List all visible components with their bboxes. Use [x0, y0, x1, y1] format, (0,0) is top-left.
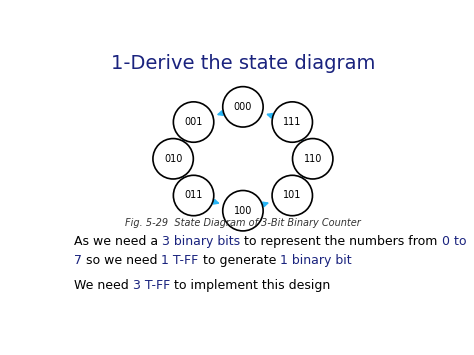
Text: 1 T-FF: 1 T-FF	[162, 255, 199, 267]
Text: to generate: to generate	[199, 255, 280, 267]
Ellipse shape	[292, 138, 333, 179]
Text: 1 binary bit: 1 binary bit	[280, 255, 352, 267]
Text: 001: 001	[184, 117, 203, 127]
Text: 7: 7	[74, 255, 82, 267]
Text: 011: 011	[184, 191, 203, 201]
Ellipse shape	[223, 87, 263, 127]
Ellipse shape	[272, 102, 312, 142]
Text: 010: 010	[164, 154, 182, 164]
Ellipse shape	[153, 138, 193, 179]
Ellipse shape	[173, 175, 214, 216]
Ellipse shape	[173, 102, 214, 142]
Ellipse shape	[223, 191, 263, 231]
Text: to implement this design: to implement this design	[170, 279, 330, 292]
Text: 111: 111	[283, 117, 301, 127]
Text: 3 binary bits: 3 binary bits	[162, 235, 240, 248]
Text: Fig. 5-29  State Diagram of 3-Bit Binary Counter: Fig. 5-29 State Diagram of 3-Bit Binary …	[125, 218, 361, 228]
Text: 3 T-FF: 3 T-FF	[133, 279, 170, 292]
Text: 1-Derive the state diagram: 1-Derive the state diagram	[111, 54, 375, 72]
Ellipse shape	[272, 175, 312, 216]
Text: We need: We need	[74, 279, 133, 292]
Text: 0 to: 0 to	[442, 235, 466, 248]
Text: to represent the numbers from: to represent the numbers from	[240, 235, 442, 248]
Text: 000: 000	[234, 102, 252, 112]
Text: so we need: so we need	[82, 255, 162, 267]
Text: 101: 101	[283, 191, 301, 201]
Text: 100: 100	[234, 206, 252, 216]
Text: As we need a: As we need a	[74, 235, 162, 248]
Text: 110: 110	[303, 154, 322, 164]
